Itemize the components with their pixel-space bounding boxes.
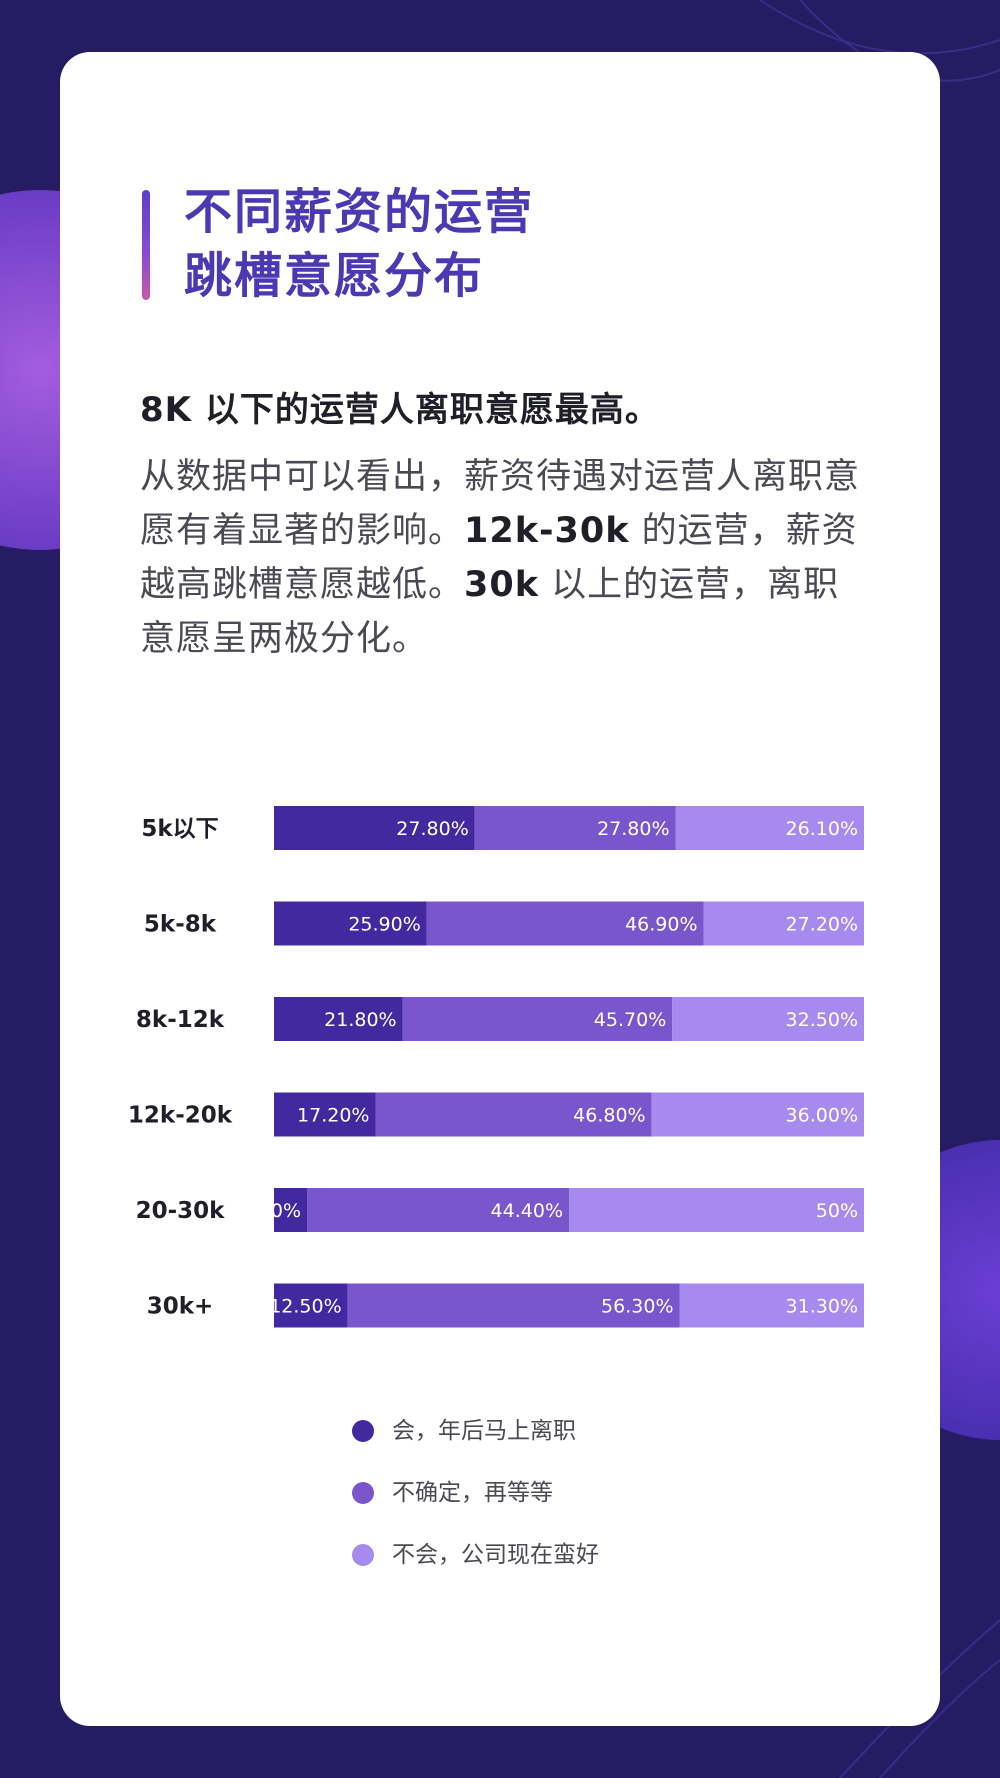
category-label: 8k-12k	[136, 1007, 225, 1033]
legend-swatch	[352, 1482, 374, 1504]
bar-segment	[675, 806, 864, 850]
bar-value-label: 32.50%	[786, 1009, 858, 1031]
bar-value-label: 25.90%	[348, 914, 420, 936]
bar-value-label: 27.20%	[786, 914, 858, 936]
page-title-line-2: 跳槽意愿分布	[184, 248, 485, 304]
bar-segment	[307, 1188, 569, 1232]
category-label: 5k-8k	[144, 912, 217, 938]
category-label: 12k-20k	[128, 1103, 233, 1129]
bar-value-label: 44.40%	[491, 1200, 563, 1222]
subtitle: 8K 以下的运营人离职意愿最高。	[140, 390, 660, 430]
bar-segment	[274, 1092, 376, 1137]
bar-segment	[703, 901, 864, 946]
content-card: 不同薪资的运营 跳槽意愿分布 8K 以下的运营人离职意愿最高。 从数据中可以看出…	[60, 52, 940, 1726]
bar-value-label: 21.80%	[324, 1009, 396, 1031]
category-label: 20-30k	[136, 1198, 226, 1224]
bar-segment	[274, 997, 403, 1041]
bar-segment	[347, 1283, 680, 1328]
stacked-bar-chart: 5k以下 27.80% 27.80% 26.10% 5k-8k 25.90% 46.90% 2…	[128, 806, 864, 1328]
bar-segment	[375, 1092, 652, 1137]
page-title-line-1: 不同薪资的运营	[184, 184, 535, 240]
bar-value-label: 46.80%	[573, 1105, 645, 1127]
legend-swatch	[352, 1420, 374, 1442]
body-emphasis-1: 12k-30k	[464, 511, 630, 551]
bar-segment	[651, 1092, 864, 1137]
bar-segment	[679, 1283, 864, 1328]
bar-segment	[474, 806, 676, 850]
category-label: 30k+	[147, 1294, 214, 1320]
bar-value-label: 26.10%	[786, 818, 858, 840]
bar-value-label: 36.00%	[786, 1105, 858, 1127]
bar-value-label: 12.50%	[269, 1296, 341, 1318]
legend-label: 不会，公司现在蛮好	[392, 1542, 599, 1568]
bar-value-label: 50%	[816, 1200, 858, 1222]
bar-value-label: 5.60%	[241, 1200, 301, 1222]
bar-segment	[274, 901, 427, 946]
bar-segment	[672, 997, 864, 1041]
bar-value-label: 27.80%	[597, 818, 669, 840]
bar-segment	[274, 1283, 348, 1328]
bar-segment	[274, 1188, 308, 1232]
body-text-2: 的运营，薪资越高跳槽意愿越低。	[140, 511, 858, 605]
body-emphasis-2: 30k	[464, 565, 539, 605]
legend-label: 会，年后马上离职	[392, 1418, 576, 1444]
bar-value-label: 31.30%	[786, 1296, 858, 1318]
body-text-3: 以上的运营，离职意愿呈两极分化。	[140, 565, 840, 659]
bar-value-label: 45.70%	[594, 1009, 666, 1031]
title-accent-bar	[142, 190, 150, 300]
body-text-1: 从数据中可以看出，薪资待遇对运营人离职意愿有着显著的影响。	[140, 457, 861, 551]
bar-value-label: 17.20%	[297, 1105, 369, 1127]
legend-swatch	[352, 1544, 374, 1566]
bar-value-label: 46.90%	[625, 914, 697, 936]
body-paragraph: 从数据中可以看出，薪资待遇对运营人离职意愿有着显著的影响。12k-30k 的运营…	[140, 450, 860, 666]
bar-segment	[402, 997, 673, 1041]
bar-segment	[569, 1188, 864, 1232]
bar-segment	[274, 806, 475, 850]
legend-label: 不确定，再等等	[392, 1480, 553, 1506]
bar-value-label: 56.30%	[601, 1296, 673, 1318]
bar-segment	[426, 901, 704, 946]
bar-value-label: 27.80%	[396, 818, 468, 840]
category-label: 5k以下	[141, 816, 218, 842]
